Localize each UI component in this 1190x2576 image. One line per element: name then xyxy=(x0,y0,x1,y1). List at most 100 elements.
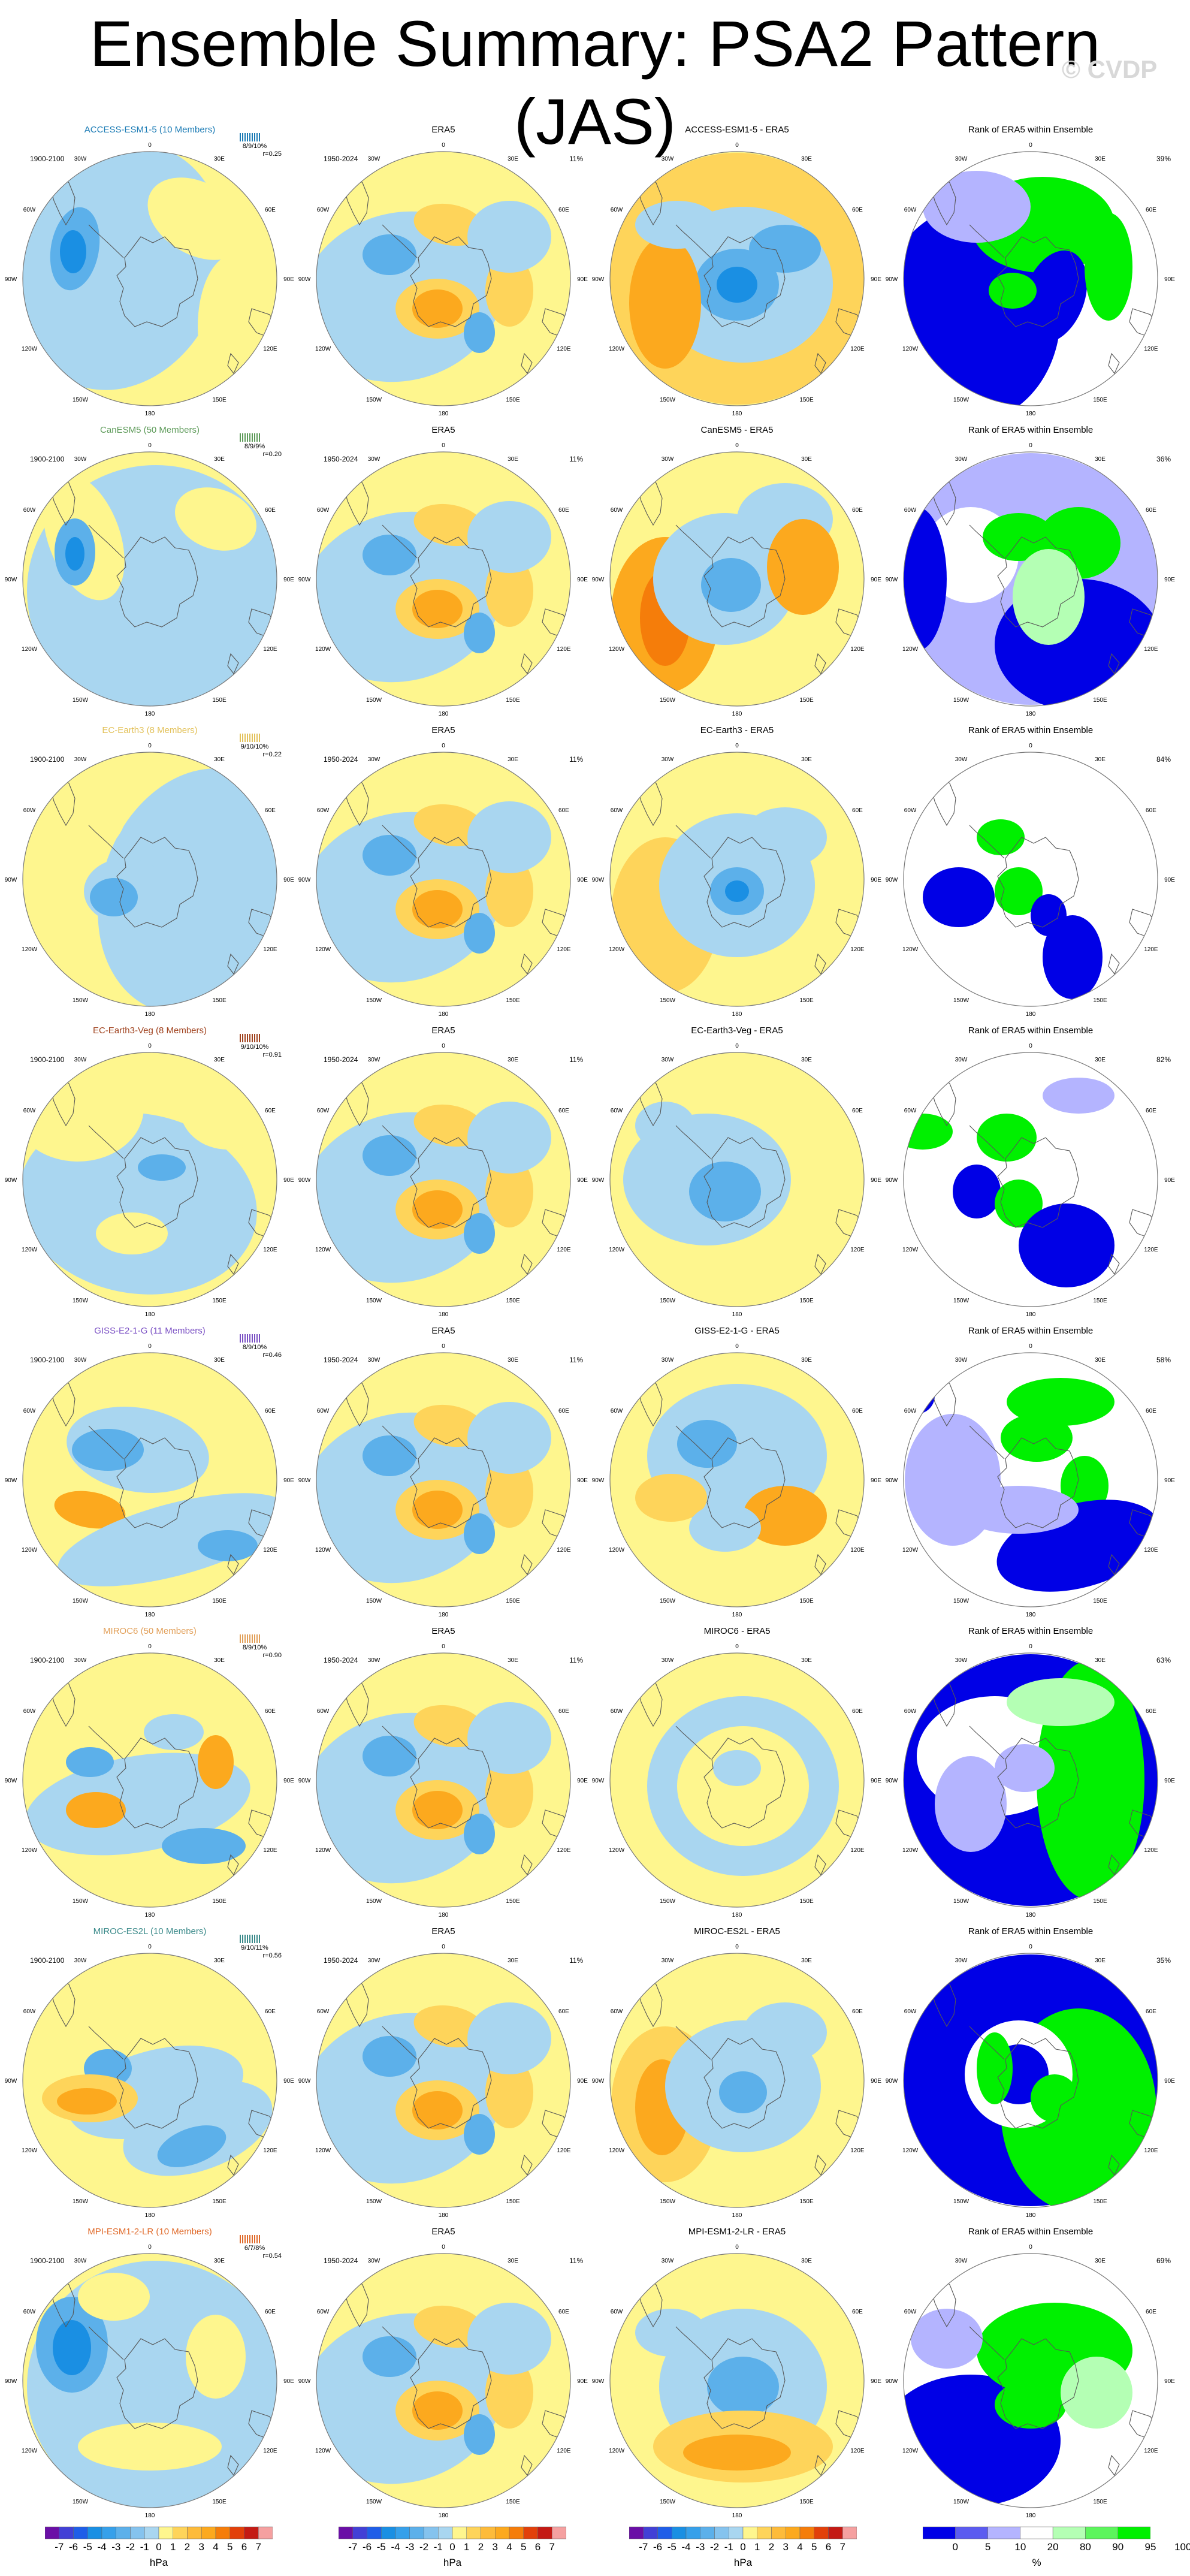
longitude-label: 120W xyxy=(22,946,38,953)
longitude-label: 90E xyxy=(871,2378,881,2385)
member-bar xyxy=(242,2235,243,2243)
colorbar-swatch xyxy=(757,2526,772,2539)
longitude-label: 60W xyxy=(317,1708,330,1715)
map-boundary xyxy=(316,1052,571,1307)
longitude-label: 120W xyxy=(609,2147,625,2154)
coastline-outline xyxy=(997,236,1079,327)
colorbar-swatch xyxy=(955,2526,988,2539)
longitude-label: 120W xyxy=(22,646,38,653)
field-region xyxy=(72,1429,144,1471)
member-bar xyxy=(256,1034,258,1042)
colorbar-swatch xyxy=(1085,2526,1118,2539)
field-region xyxy=(749,225,821,273)
map-boundary xyxy=(316,151,571,406)
longitude-label: 180 xyxy=(439,1011,449,1018)
member-spread-bars xyxy=(228,1033,282,1043)
longitude-label: 90W xyxy=(886,577,898,583)
longitude-label: 0 xyxy=(1029,442,1032,449)
colorbar-tick-label: -6 xyxy=(653,2541,663,2553)
new-zealand-outline xyxy=(814,1253,826,1275)
rank-panel: Rank of ERA5 within Ensemble 58% 0 30E 60E 90… xyxy=(881,1315,1180,1618)
peninsula-outline xyxy=(382,224,418,258)
member-bar xyxy=(259,1935,260,1943)
colorbar-swatch xyxy=(987,2526,1021,2539)
field-region xyxy=(363,234,416,275)
longitude-label: 0 xyxy=(442,442,445,449)
field-region xyxy=(464,312,495,353)
field-region xyxy=(66,1747,114,1777)
longitude-label: 30W xyxy=(368,1357,380,1364)
colorbar-swatch xyxy=(395,2526,410,2539)
longitude-label: 150E xyxy=(506,697,520,704)
member-bar xyxy=(252,734,253,742)
member-bar xyxy=(242,1334,243,1343)
member-bar xyxy=(247,734,248,742)
member-bar xyxy=(247,2235,248,2243)
model-panel: CanESM5 (50 Members) 1900-2100 8/9/9% r=0.2… xyxy=(0,414,300,717)
era5-percent: 11% xyxy=(569,1656,584,1664)
peninsula-outline xyxy=(969,2326,1005,2360)
colorbar-swatch xyxy=(1020,2526,1053,2539)
longitude-label: 120E xyxy=(557,646,571,653)
coastline-outline xyxy=(116,1137,198,1228)
longitude-label: 150W xyxy=(660,1298,676,1304)
colorbar-swatch xyxy=(1117,2526,1150,2539)
model-map-5: 0 30E 60E 90E 120E 150E 180 150W 120W 90W 60W 30W xyxy=(5,1643,295,1919)
longitude-label: 60E xyxy=(852,207,863,213)
longitude-label: 60E xyxy=(852,2309,863,2315)
longitude-label: 180 xyxy=(732,1912,742,1919)
map-boundary xyxy=(903,1052,1158,1307)
longitude-label: 150E xyxy=(506,997,520,1004)
field-region xyxy=(162,1828,246,1864)
member-bar xyxy=(240,133,241,141)
field-region xyxy=(363,835,416,876)
member-bar xyxy=(247,133,248,141)
member-bar xyxy=(254,1334,255,1343)
longitude-label: 90E xyxy=(577,1177,588,1184)
longitude-label: 150W xyxy=(73,997,89,1004)
peninsula-outline xyxy=(675,2026,711,2060)
longitude-label: 0 xyxy=(1029,142,1032,149)
longitude-label: 60W xyxy=(904,1408,917,1414)
longitude-label: 150W xyxy=(660,2499,676,2505)
longitude-label: 90E xyxy=(577,1778,588,1784)
member-bar xyxy=(244,133,246,141)
colorbar-tick-label: -7 xyxy=(55,2541,64,2553)
field-region xyxy=(363,1435,416,1476)
member-bar xyxy=(240,1034,241,1042)
colorbar-tick-label: 100 xyxy=(1174,2541,1190,2553)
peninsula-outline xyxy=(88,2326,124,2360)
longitude-label: 60W xyxy=(317,507,330,514)
field-region xyxy=(467,1702,551,1774)
longitude-label: 150E xyxy=(799,2499,814,2505)
colorbar-swatch xyxy=(258,2526,273,2539)
longitude-label: 0 xyxy=(1029,2244,1032,2251)
model-map-1: 0 30E 60E 90E 120E 150E 180 150W 120W 90W 60W 30W xyxy=(5,442,295,717)
stats-percent: 9/10/10% xyxy=(240,743,269,750)
model-title: EC-Earth3-Veg (8 Members) xyxy=(92,1025,207,1036)
colorbar-swatch xyxy=(643,2526,658,2539)
ensemble-row: MIROC-ES2L (10 Members) 1900-2100 9/10/11%… xyxy=(0,1916,1190,2219)
field-region xyxy=(911,2309,983,2369)
era5-panel: ERA5 1950-2024 11% 0 30E 60E 90E 120E 150E 180 150… xyxy=(294,1015,593,1318)
longitude-label: 150W xyxy=(953,1598,969,1604)
longitude-label: 120W xyxy=(609,1247,625,1253)
peninsula-outline xyxy=(382,524,418,559)
longitude-label: 90E xyxy=(871,577,881,583)
member-bar xyxy=(242,1634,243,1643)
longitude-label: 30W xyxy=(74,2258,87,2264)
field-region xyxy=(977,1114,1037,1162)
peninsula-outline xyxy=(382,825,418,859)
new-zealand-outline xyxy=(521,953,533,975)
peninsula-outline xyxy=(382,2026,418,2060)
map-boundary xyxy=(22,1052,277,1307)
field-region xyxy=(144,1714,204,1750)
colorbar-swatch xyxy=(537,2526,552,2539)
rank-panel: Rank of ERA5 within Ensemble 69% 0 30E 60E 90… xyxy=(881,2216,1180,2519)
field-region xyxy=(485,1456,533,1528)
colorbar-swatch xyxy=(714,2526,729,2539)
longitude-label: 60W xyxy=(23,2008,36,2015)
rank-map-2: 0 30E 60E 90E 120E 150E 180 150W 120W 90W 60W 30W xyxy=(886,743,1176,1018)
rank-panel: Rank of ERA5 within Ensemble 36% 0 30E 60E 90… xyxy=(881,414,1180,717)
model-stats: 6/7/8% r=0.54 xyxy=(228,2234,282,2260)
